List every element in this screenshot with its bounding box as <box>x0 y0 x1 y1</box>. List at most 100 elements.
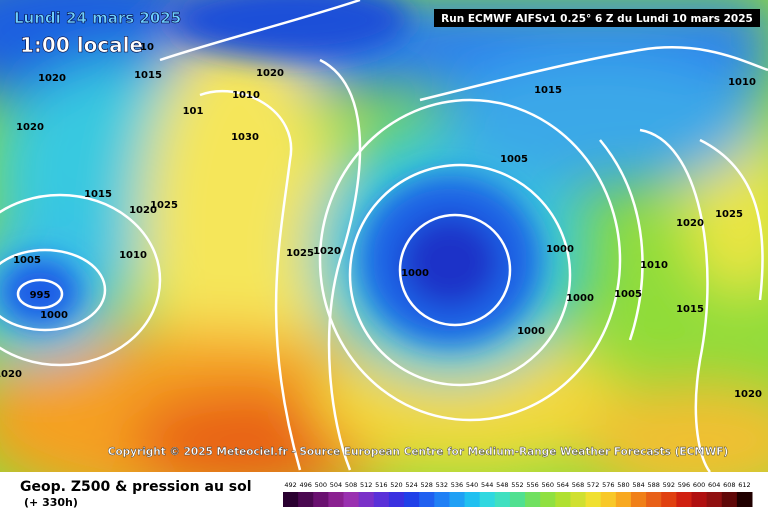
isobar-label: 1025 <box>286 248 314 259</box>
colorbar-label: 524 <box>405 481 417 489</box>
isobar-label: 1010 <box>728 77 756 88</box>
colorbar-swatch <box>494 492 511 507</box>
colorbar-label: 592 <box>663 481 675 489</box>
colorbar-swatch <box>676 492 692 507</box>
colorbar-swatch <box>646 492 662 507</box>
colorbar-swatch <box>464 492 481 507</box>
isobar-label: 1030 <box>231 132 259 143</box>
colorbar-label: 528 <box>421 481 433 489</box>
colorbar-label: 612 <box>738 481 750 489</box>
colorbar-swatch <box>298 492 314 507</box>
colorbar-label: 604 <box>708 481 720 489</box>
colorbar-label: 496 <box>299 481 311 489</box>
colorbar-label: 584 <box>632 481 644 489</box>
colorbar-swatch <box>570 492 587 507</box>
colorbar-swatch <box>283 492 299 507</box>
colorbar-label: 572 <box>587 481 599 489</box>
date-title: Lundi 24 mars 2025 <box>14 9 181 27</box>
colorbar-label: 608 <box>723 481 735 489</box>
isobar-label: 1005 <box>500 154 528 165</box>
colorbar-label: 504 <box>330 481 342 489</box>
colorbar: 492 496 500 504 508 512 516 520 524 528 532 536 540 5… <box>283 481 753 507</box>
colorbar-label: 552 <box>511 481 523 489</box>
isobar-label: 1015 <box>134 70 162 81</box>
colorbar-label: 492 <box>284 481 296 489</box>
colorbar-label: 576 <box>602 481 614 489</box>
isobar-label: 1010 <box>640 260 668 271</box>
colorbar-label: 560 <box>542 481 554 489</box>
colorbar-label: 508 <box>345 481 357 489</box>
colorbar-label: 596 <box>678 481 690 489</box>
footer-title: Geop. Z500 & pression au sol <box>20 479 252 495</box>
isobar-label: 1025 <box>715 209 743 220</box>
colorbar-swatch <box>661 492 677 507</box>
colorbar-label: 580 <box>617 481 629 489</box>
isobar-label: 1010 <box>119 250 147 261</box>
isobar-label: 1020 <box>676 218 704 229</box>
isobar-label: 1020 <box>256 68 284 79</box>
isobars <box>0 0 768 472</box>
isobar-label: 1010 <box>232 90 260 101</box>
colorbar-label: 556 <box>526 481 538 489</box>
isobar-labels: 1020 101510201015102010251010100599510001… <box>0 42 762 400</box>
isobar-label: 995 <box>30 290 51 301</box>
colorbar-swatch <box>479 492 496 507</box>
colorbar-swatch <box>525 492 541 507</box>
colorbar-swatch <box>328 492 345 507</box>
isobar-label: 1020 <box>38 73 66 84</box>
colorbar-swatch <box>358 492 375 507</box>
colorbar-label: 516 <box>375 481 387 489</box>
run-box <box>434 9 760 27</box>
isobar-label: 10 <box>140 42 154 53</box>
colorbar-label: 536 <box>451 481 463 489</box>
colorbar-swatch <box>404 492 420 507</box>
isobar-label: 1000 <box>517 326 545 337</box>
colorbar-label: 588 <box>647 481 659 489</box>
isobar-label: 1015 <box>676 304 704 315</box>
colorbar-swatch <box>343 492 360 507</box>
colorbar-swatch <box>736 492 753 507</box>
colorbar-swatch <box>419 492 435 507</box>
colorbar-label: 520 <box>390 481 402 489</box>
colorbar-label: 568 <box>572 481 584 489</box>
footer-subtitle: (+ 330h) <box>24 496 78 509</box>
colorbar-swatch <box>449 492 466 507</box>
colorbar-swatch <box>585 492 602 507</box>
isobar-label: 1025 <box>150 200 178 211</box>
colorbar-label: 564 <box>557 481 569 489</box>
isobar-label: 1000 <box>40 310 68 321</box>
colorbar-swatch <box>373 492 390 507</box>
isobar-label: 1020 <box>734 389 762 400</box>
colorbar-swatch <box>509 492 526 507</box>
colorbar-label: 512 <box>360 481 372 489</box>
isobar-label: 1020 <box>0 369 22 380</box>
colorbar-label: 548 <box>496 481 508 489</box>
colorbar-swatch <box>615 492 632 507</box>
colorbar-swatch <box>630 492 647 507</box>
run-info: Run ECMWF AIFSv1 0.25° 6 Z du Lundi 10 m… <box>441 13 753 25</box>
isobar-label: 1005 <box>13 255 41 266</box>
colorbar-swatch <box>434 492 450 507</box>
colorbar-swatch <box>721 492 738 507</box>
colorbar-swatch <box>555 492 571 507</box>
copyright: Copyright © 2025 Meteociel.fr - Source E… <box>108 446 729 458</box>
colorbar-label: 540 <box>466 481 478 489</box>
colorbar-label: 600 <box>693 481 705 489</box>
colorbar-swatch <box>540 492 556 507</box>
colorbar-swatch <box>313 492 329 507</box>
isobar-label: 1000 <box>401 268 429 279</box>
isobar-label: 1000 <box>566 293 594 304</box>
colorbar-swatch <box>691 492 708 507</box>
colorbar-swatch <box>706 492 723 507</box>
isobar-label: 1005 <box>614 289 642 300</box>
time-title: 1:00 locale <box>20 33 143 57</box>
isobar-label: 1020 <box>129 205 157 216</box>
isobar-label: 1015 <box>84 189 112 200</box>
isobar-label: 1000 <box>546 244 574 255</box>
isobar-label: 101 <box>183 106 204 117</box>
colorbar-label: 500 <box>315 481 327 489</box>
isobar-label: 1020 <box>16 122 44 133</box>
colorbar-label: 532 <box>436 481 448 489</box>
